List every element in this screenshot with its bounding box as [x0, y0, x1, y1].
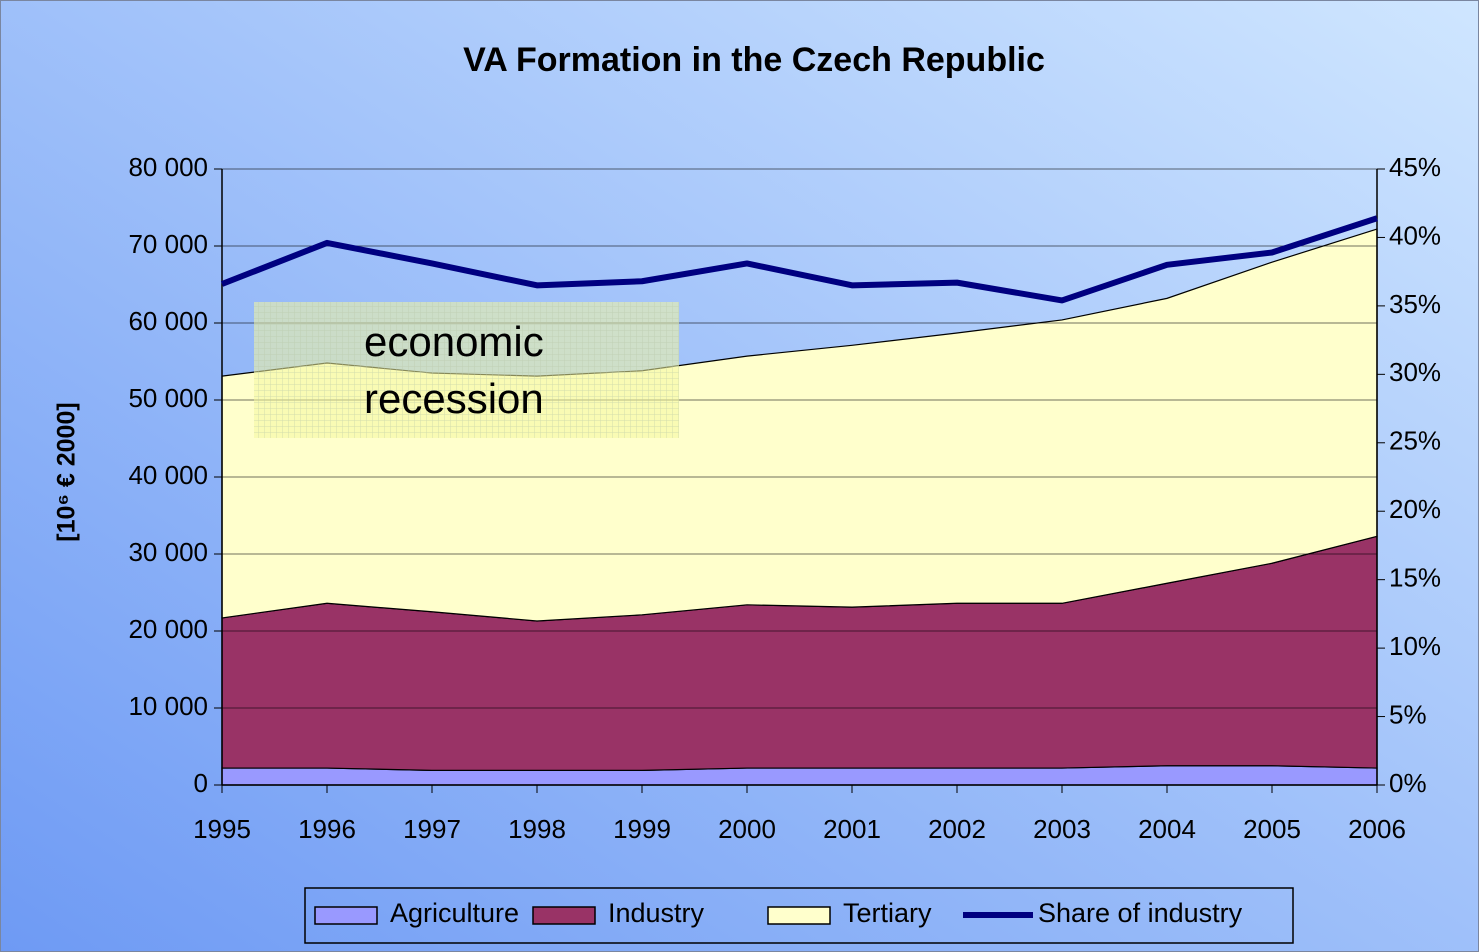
- y-tick-label: 30 000: [128, 537, 208, 567]
- chart-title: VA Formation in the Czech Republic: [463, 41, 1045, 79]
- y2-tick-label: 5%: [1389, 699, 1427, 729]
- y-tick-label: 70 000: [128, 229, 208, 259]
- y-tick-label: 10 000: [128, 691, 208, 721]
- y2-tick-label: 45%: [1389, 152, 1441, 182]
- x-tick-label: 2006: [1348, 814, 1406, 844]
- x-tick-label: 2004: [1138, 814, 1196, 844]
- legend-label: Tertiary: [843, 898, 932, 928]
- y-tick-label: 80 000: [128, 152, 208, 182]
- line: [220, 215, 1378, 304]
- annotation: economic recession: [254, 302, 679, 438]
- x-tick-label: 1997: [403, 814, 461, 844]
- y-tick-label: 0: [194, 768, 208, 798]
- y2-tick-label: 30%: [1389, 357, 1441, 387]
- y2-tick-label: 0%: [1389, 768, 1427, 798]
- x-tick-label: 2005: [1243, 814, 1301, 844]
- y2-tick-label: 25%: [1389, 426, 1441, 456]
- x-tick-label: 1998: [508, 814, 566, 844]
- x-tick-label: 2002: [928, 814, 986, 844]
- legend-swatch: [767, 906, 831, 925]
- x-tick-label: 1999: [613, 814, 671, 844]
- x-tick-label: 1995: [193, 814, 251, 844]
- legend-label: Industry: [608, 898, 705, 928]
- legend-swatch: [532, 906, 596, 925]
- y-tick-label: 40 000: [128, 460, 208, 490]
- y2-tick-label: 40%: [1389, 220, 1441, 250]
- y2-tick-label: 20%: [1389, 494, 1441, 524]
- x-tick-label: 2003: [1033, 814, 1091, 844]
- legend-swatch: [314, 906, 378, 925]
- x-tick-label: 2000: [718, 814, 776, 844]
- legend-label: Agriculture: [390, 898, 519, 928]
- annotation-text: economic: [364, 318, 544, 365]
- y2-tick-label: 35%: [1389, 289, 1441, 319]
- annotation-text: recession: [364, 375, 544, 422]
- y2-tick-label: 15%: [1389, 563, 1441, 593]
- x-tick-label: 1996: [298, 814, 356, 844]
- y-axis-label: [10⁶ € 2000]: [53, 402, 81, 541]
- legend-label: Share of industry: [1038, 898, 1243, 928]
- y-tick-label: 50 000: [128, 383, 208, 413]
- x-tick-label: 2001: [823, 814, 881, 844]
- annotation-box: [254, 302, 679, 438]
- y2-tick-label: 10%: [1389, 631, 1441, 661]
- y-tick-label: 60 000: [128, 306, 208, 336]
- legend: [304, 887, 1294, 944]
- y-tick-label: 20 000: [128, 614, 208, 644]
